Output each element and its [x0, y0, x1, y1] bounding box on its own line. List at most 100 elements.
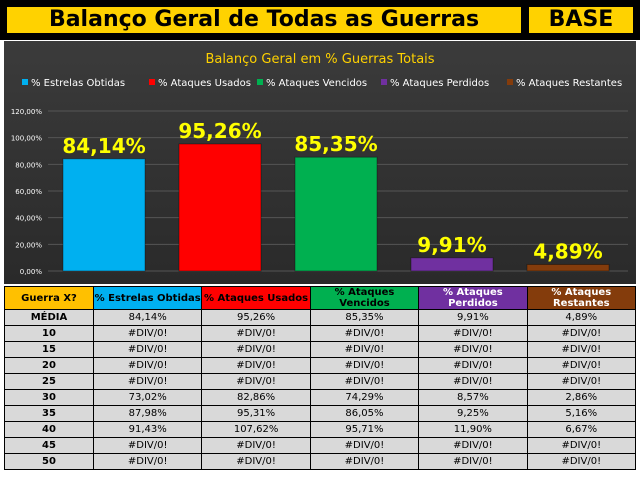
y-tick-label: 120,00% — [11, 108, 42, 116]
chart-area: Balanço Geral em % Guerras Totais % Estre… — [4, 41, 636, 284]
table-cell: #DIV/0! — [309, 325, 420, 342]
table-cell: #DIV/0! — [309, 453, 420, 470]
table-cell: #DIV/0! — [201, 453, 311, 470]
table-row: 25 #DIV/0! #DIV/0! #DIV/0! #DIV/0! #DIV/0! — [4, 373, 637, 390]
data-table: Guerra X? % Estrelas Obtidas % Ataques U… — [4, 286, 637, 470]
legend-entry: % Estrelas Obtidas — [31, 78, 125, 89]
table-cell: 82,86% — [201, 389, 311, 406]
data-label: 4,89% — [533, 239, 602, 263]
table-cell: 11,90% — [418, 421, 528, 438]
table-cell: #DIV/0! — [418, 341, 528, 358]
row-label-cell: 20 — [4, 357, 94, 374]
row-label-cell: 40 — [4, 421, 94, 438]
table-cell: 6,67% — [526, 421, 637, 438]
col-header-restantes: % Ataques Restantes — [526, 286, 637, 310]
table-cell: 95,31% — [201, 405, 311, 422]
table-cell: #DIV/0! — [92, 437, 203, 454]
page-title: Balanço Geral de Todas as Guerras — [5, 5, 523, 35]
row-label-cell: MÉDIA — [4, 309, 94, 326]
row-label-cell: 25 — [4, 373, 94, 390]
legend-entry: % Ataques Vencidos — [266, 78, 367, 89]
col-header-perdidos: % Ataques Perdidos — [418, 286, 528, 310]
table-row: 40 91,43% 107,62% 95,71% 11,90% 6,67% — [4, 421, 637, 438]
table-cell: #DIV/0! — [309, 357, 420, 374]
legend-entry: % Ataques Restantes — [516, 78, 622, 89]
legend-swatch — [507, 79, 513, 85]
chart-title: Balanço Geral em % Guerras Totais — [205, 52, 434, 67]
table-cell: #DIV/0! — [526, 357, 637, 374]
table-cell: #DIV/0! — [526, 325, 637, 342]
bar-chart: Balanço Geral em % Guerras Totais % Estre… — [11, 52, 628, 276]
table-cell: #DIV/0! — [92, 453, 203, 470]
table-row: 10 #DIV/0! #DIV/0! #DIV/0! #DIV/0! #DIV/0! — [4, 325, 637, 342]
table-header-row: Guerra X? % Estrelas Obtidas % Ataques U… — [4, 286, 637, 310]
table-cell: #DIV/0! — [418, 437, 528, 454]
table-cell: 9,91% — [418, 309, 528, 326]
bar — [294, 156, 378, 272]
table-cell: 84,14% — [92, 309, 203, 326]
table-cell: #DIV/0! — [418, 453, 528, 470]
table-cell: #DIV/0! — [201, 357, 311, 374]
table-cell: #DIV/0! — [201, 341, 311, 358]
row-label-cell: 50 — [4, 453, 94, 470]
row-label-cell: 10 — [4, 325, 94, 342]
col-header-estrelas: % Estrelas Obtidas — [92, 286, 203, 310]
table-cell: #DIV/0! — [418, 373, 528, 390]
table-cell: #DIV/0! — [526, 341, 637, 358]
table-cell: 95,71% — [309, 421, 420, 438]
table-row: 20 #DIV/0! #DIV/0! #DIV/0! #DIV/0! #DIV/0! — [4, 357, 637, 374]
table-row: 30 73,02% 82,86% 74,29% 8,57% 2,86% — [4, 389, 637, 406]
table-cell: 5,16% — [526, 405, 637, 422]
row-label-cell: 45 — [4, 437, 94, 454]
y-tick-label: 100,00% — [11, 135, 42, 143]
table-cell: 8,57% — [418, 389, 528, 406]
table-cell: 87,98% — [92, 405, 203, 422]
table-row: 50 #DIV/0! #DIV/0! #DIV/0! #DIV/0! #DIV/0! — [4, 453, 637, 470]
table-cell: 73,02% — [92, 389, 203, 406]
table-cell: 91,43% — [92, 421, 203, 438]
table-cell: #DIV/0! — [309, 341, 420, 358]
header-bar: Balanço Geral de Todas as Guerras BASE — [0, 0, 640, 40]
table-cell: #DIV/0! — [201, 437, 311, 454]
table-cell: #DIV/0! — [201, 373, 311, 390]
table-cell: #DIV/0! — [309, 373, 420, 390]
table-cell: #DIV/0! — [201, 325, 311, 342]
table-cell: #DIV/0! — [92, 325, 203, 342]
bar — [62, 158, 146, 272]
legend-entry: % Ataques Perdidos — [390, 78, 489, 89]
table-cell: #DIV/0! — [92, 357, 203, 374]
table-cell: #DIV/0! — [92, 341, 203, 358]
legend-swatch — [257, 79, 263, 85]
y-tick-label: 40,00% — [15, 215, 42, 223]
row-label-cell: 35 — [4, 405, 94, 422]
table-cell: #DIV/0! — [418, 357, 528, 374]
y-tick-label: 80,00% — [15, 161, 42, 169]
table-cell: #DIV/0! — [526, 453, 637, 470]
table-cell: 4,89% — [526, 309, 637, 326]
table-cell: #DIV/0! — [418, 325, 528, 342]
row-label-cell: 15 — [4, 341, 94, 358]
table-cell: 95,26% — [201, 309, 311, 326]
bar — [526, 263, 610, 272]
table-row: 45 #DIV/0! #DIV/0! #DIV/0! #DIV/0! #DIV/0! — [4, 437, 637, 454]
data-label: 84,14% — [62, 134, 145, 158]
table-cell: 2,86% — [526, 389, 637, 406]
data-label: 9,91% — [417, 233, 486, 257]
legend-swatch — [381, 79, 387, 85]
base-badge: BASE — [527, 5, 635, 35]
data-label: 95,26% — [178, 119, 261, 143]
table-row: 35 87,98% 95,31% 86,05% 9,25% 5,16% — [4, 405, 637, 422]
table-cell: #DIV/0! — [92, 373, 203, 390]
y-tick-label: 0,00% — [20, 268, 43, 276]
table-row: 15 #DIV/0! #DIV/0! #DIV/0! #DIV/0! #DIV/0! — [4, 341, 637, 358]
row-label-cell: 30 — [4, 389, 94, 406]
table-cell: 86,05% — [309, 405, 420, 422]
table-cell: 85,35% — [309, 309, 420, 326]
legend-entry: % Ataques Usados — [158, 78, 251, 89]
legend-swatch — [22, 79, 28, 85]
table-row: MÉDIA 84,14% 95,26% 85,35% 9,91% 4,89% — [4, 309, 637, 326]
col-header-vencidos: % Ataques Vencidos — [309, 286, 420, 310]
data-label: 85,35% — [294, 132, 377, 156]
col-header-guerra: Guerra X? — [4, 286, 94, 310]
legend-swatch — [149, 79, 155, 85]
